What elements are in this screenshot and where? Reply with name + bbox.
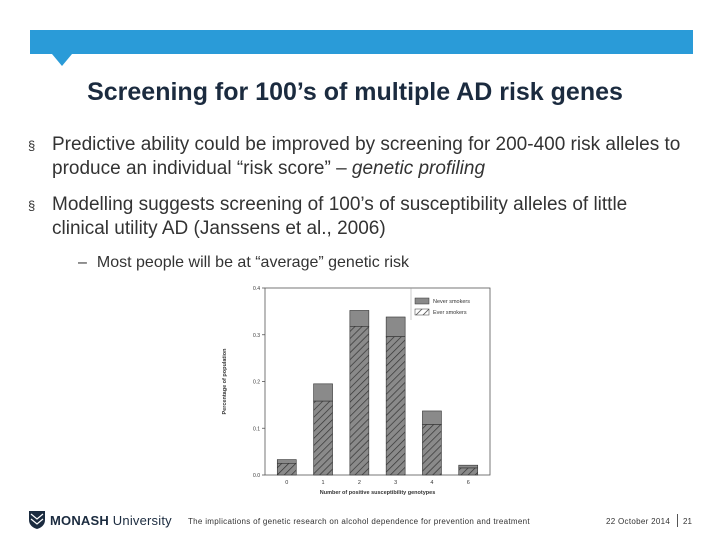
legend-label-ever-smokers: Ever smokers (433, 310, 467, 316)
bar-overlap (349, 326, 370, 476)
legend-swatch-ever-smokers (414, 308, 430, 316)
monash-shield-icon (29, 511, 45, 529)
bullet-predictive-ability: § Predictive ability could be improved b… (28, 133, 688, 181)
footer-separator (677, 514, 678, 527)
bar-overlap (313, 400, 333, 476)
bullet-text-emphasis: genetic profiling (351, 158, 486, 179)
logo-primary: MONASH (50, 512, 109, 528)
y-axis-label: Percentage of population (222, 348, 228, 415)
plot-frame (264, 287, 491, 476)
footer-date: 22 October 2014 (606, 517, 671, 526)
bullet-text-main: Predictive ability could be improved by … (52, 134, 681, 179)
bar-overlap (385, 336, 406, 476)
population-risk-chart: 0.0 0.1 0.2 0.3 0.4 0 1 2 3 4 6 Number of positive … (210, 280, 500, 505)
bar-overlap (422, 424, 442, 476)
header-accent-bar (30, 30, 693, 54)
x-tick-label: 0 (285, 480, 288, 486)
bullet-text: Predictive ability could be improved by … (52, 133, 688, 181)
legend-swatch-never-smokers (414, 297, 430, 305)
bar-never-smokers (276, 459, 297, 464)
x-tick-label: 4 (430, 480, 433, 486)
bullet-text: Modelling suggests screening of 100’s of… (52, 194, 628, 239)
bullet-marker: § (28, 198, 36, 213)
header-accent-notch (52, 54, 72, 66)
bar-overlap (458, 467, 479, 476)
bar-never-smokers (422, 410, 442, 425)
x-axis-label: Number of positive susceptibility genoty… (320, 490, 436, 496)
bullet-marker: § (28, 138, 36, 153)
sub-bullet-marker: – (78, 254, 87, 271)
x-tick-label: 3 (394, 480, 397, 486)
monash-logo: MONASH University (28, 509, 172, 531)
legend-label-never-smokers: Never smokers (433, 299, 470, 305)
sub-bullet-average-risk: – Most people will be at “average” geneti… (78, 254, 409, 272)
chart-svg: 0.0 0.1 0.2 0.3 0.4 0 1 2 3 4 6 Number of positive … (222, 286, 491, 496)
y-tick-label: 0.4 (253, 286, 260, 292)
y-tick-label: 0.1 (253, 426, 260, 432)
x-tick-label: 6 (467, 480, 470, 486)
y-tick-label: 0.2 (253, 380, 260, 386)
logo-wordmark: MONASH University (50, 513, 172, 528)
x-tick-label: 1 (322, 480, 325, 486)
bar-never-smokers (349, 310, 370, 327)
bar-never-smokers (313, 383, 333, 402)
bar-never-smokers (458, 464, 479, 469)
y-tick-label: 0.3 (253, 333, 260, 339)
bullet-modelling: § Modelling suggests screening of 100’s … (28, 193, 688, 241)
y-tick-label: 0.0 (253, 473, 260, 479)
page-number: 21 (683, 517, 692, 526)
sub-bullet-text: Most people will be at “average” genetic… (96, 254, 410, 271)
slide-title: Screening for 100’s of multiple AD risk … (87, 78, 623, 106)
x-tick-label: 2 (358, 480, 361, 486)
logo-secondary: University (108, 512, 172, 528)
bar-never-smokers (385, 316, 406, 337)
footer-caption: The implications of genetic research on … (188, 517, 530, 526)
bar-overlap (276, 463, 297, 476)
